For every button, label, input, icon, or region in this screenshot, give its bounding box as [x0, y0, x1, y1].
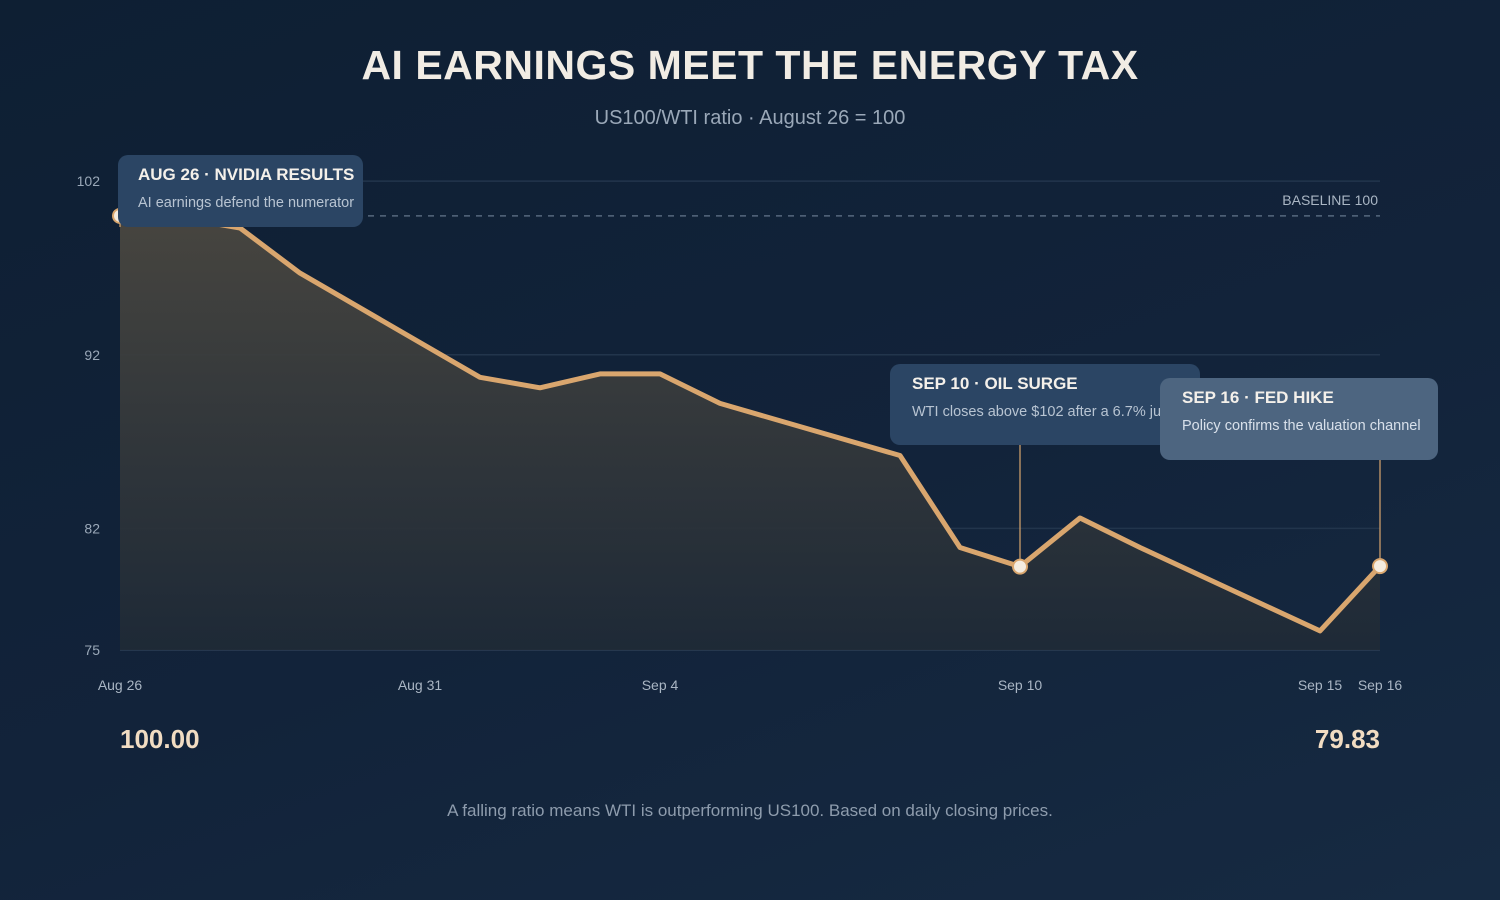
- annotation-title: AUG 26 · NVIDIA RESULTS: [138, 165, 355, 184]
- chart-subtitle: US100/WTI ratio · August 26 = 100: [594, 107, 906, 129]
- annotation-fed-hike: SEP 16 · FED HIKE Policy confirms the va…: [1160, 378, 1438, 460]
- y-tick-label: 102: [77, 173, 101, 189]
- end-value: 79.83: [1314, 724, 1380, 754]
- annotation-title: SEP 10 · OIL SURGE: [912, 374, 1078, 393]
- x-tick-label: Sep 15: [1298, 677, 1343, 693]
- start-value: 100.00: [120, 724, 200, 754]
- chart-title: AI EARNINGS MEET THE ENERGY TAX: [361, 42, 1139, 88]
- baseline-label: BASELINE 100: [1282, 192, 1378, 208]
- x-tick-label: Sep 10: [998, 677, 1043, 693]
- x-tick-label: Sep 16: [1358, 677, 1403, 693]
- x-tick-label: Aug 26: [98, 677, 143, 693]
- y-tick-label: 82: [84, 520, 100, 536]
- annotation-title: SEP 16 · FED HIKE: [1182, 388, 1334, 407]
- annotated-point: [1372, 558, 1388, 575]
- annotation-text: Policy confirms the valuation channel: [1182, 418, 1421, 434]
- annotation-oil-surge: SEP 10 · OIL SURGE WTI closes above $102…: [890, 364, 1200, 445]
- area-fill: [120, 215, 1380, 651]
- annotation-nvidia-results: AUG 26 · NVIDIA RESULTS AI earnings defe…: [118, 155, 363, 227]
- annotation-text: WTI closes above $102 after a 6.7% jump: [912, 404, 1182, 420]
- baseline: BASELINE 100: [200, 192, 1380, 217]
- annotation-text: AI earnings defend the numerator: [138, 195, 355, 211]
- annotated-point: [1012, 558, 1028, 575]
- x-tick-label: Aug 31: [398, 677, 443, 693]
- series-line: [117, 213, 1383, 634]
- axis-labels: 75 82 92 102 Aug 26 Aug 31 Sep 4 Sep 10 Sep 15 Se…: [77, 173, 1403, 693]
- y-tick-label: 75: [84, 642, 100, 658]
- area-fill: [120, 215, 1380, 651]
- x-tick-label: Sep 4: [642, 677, 679, 693]
- y-tick-label: 92: [84, 347, 100, 363]
- series-line: [117, 213, 1383, 634]
- footnote: A falling ratio means WTI is outperformi…: [447, 801, 1053, 820]
